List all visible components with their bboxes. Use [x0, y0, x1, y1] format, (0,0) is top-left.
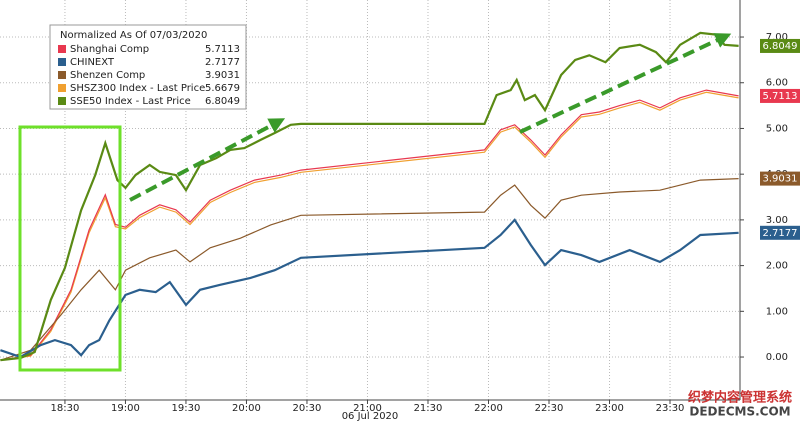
- legend-title: Normalized As Of 07/03/2020: [60, 30, 207, 41]
- watermark: DEDECMS.COM: [689, 405, 790, 419]
- y-tick-label: 1.00: [766, 306, 788, 317]
- legend-swatch: [58, 84, 66, 92]
- legend-value: 6.8049: [205, 96, 240, 107]
- series-line: [0, 89, 739, 361]
- x-tick-label: 20:30: [293, 403, 322, 414]
- end-tag: [760, 225, 800, 240]
- legend-value: 5.7113: [205, 44, 240, 55]
- grid: 0.001.002.003.004.005.006.007.0018:3019:…: [0, 0, 788, 414]
- series-line: [0, 178, 739, 361]
- legend-value: 3.9031: [205, 70, 240, 81]
- legend-label: SSE50 Index - Last Price: [70, 96, 191, 107]
- legend-items: Shanghai Comp 5.7113 CHINEXT 2.7177 Shenzen …: [58, 44, 240, 107]
- lines: [0, 31, 739, 362]
- series-line: [0, 218, 739, 359]
- legend-swatch: [58, 71, 66, 79]
- legend-label: CHINEXT: [70, 57, 115, 68]
- x-tick-label: 19:00: [111, 403, 140, 414]
- end-tag-label: 2.7177: [763, 228, 798, 239]
- y-tick-label: 2.00: [766, 261, 788, 272]
- legend-swatch: [58, 45, 66, 53]
- y-tick-label: 0.00: [766, 352, 788, 363]
- legend: Normalized As Of 07/03/2020 Shanghai Com…: [49, 24, 247, 110]
- end-tag: [760, 171, 800, 186]
- x-tick-label: 23:30: [656, 403, 685, 414]
- x-tick-label: 22:00: [474, 403, 503, 414]
- x-tick-label: 21:30: [414, 403, 443, 414]
- legend-label: Shanghai Comp: [70, 44, 149, 55]
- x-tick-label: 18:30: [51, 403, 80, 414]
- x-tick-label: 23:00: [595, 403, 624, 414]
- series-line: [0, 91, 739, 361]
- end-tag: [760, 38, 800, 53]
- legend-value: 5.6679: [205, 83, 240, 94]
- series-line: [0, 31, 739, 362]
- legend-swatch: [58, 58, 66, 66]
- legend-value: 2.7177: [205, 57, 240, 68]
- x-axis-label: 06 Jul 2020: [342, 411, 399, 422]
- end-tag-label: 3.9031: [763, 174, 798, 185]
- end-tag-label: 6.8049: [763, 41, 798, 52]
- x-tick-label: 21:00: [353, 403, 382, 414]
- watermark: 织梦内容管理系统: [688, 390, 792, 406]
- y-tick-label: 7.00: [766, 32, 788, 43]
- legend-box: [49, 24, 247, 110]
- trend-arrow: [519, 33, 732, 134]
- highlight-box: [18, 125, 122, 372]
- y-tick-label: 6.00: [766, 78, 788, 89]
- end-tag-label: 5.7113: [763, 91, 798, 102]
- y-tick-label: 3.00: [766, 215, 788, 226]
- x-tick-label: 19:30: [172, 403, 201, 414]
- end-tag: [760, 88, 800, 103]
- legend-swatch: [58, 97, 66, 105]
- x-tick-label: 22:30: [535, 403, 564, 414]
- trend-arrow: [129, 118, 286, 202]
- y-tick-label: 5.00: [766, 123, 788, 134]
- x-tick-label: 20:00: [232, 403, 261, 414]
- legend-label: Shenzen Comp: [70, 70, 145, 81]
- legend-label: SHSZ300 Index - Last Price: [70, 83, 205, 94]
